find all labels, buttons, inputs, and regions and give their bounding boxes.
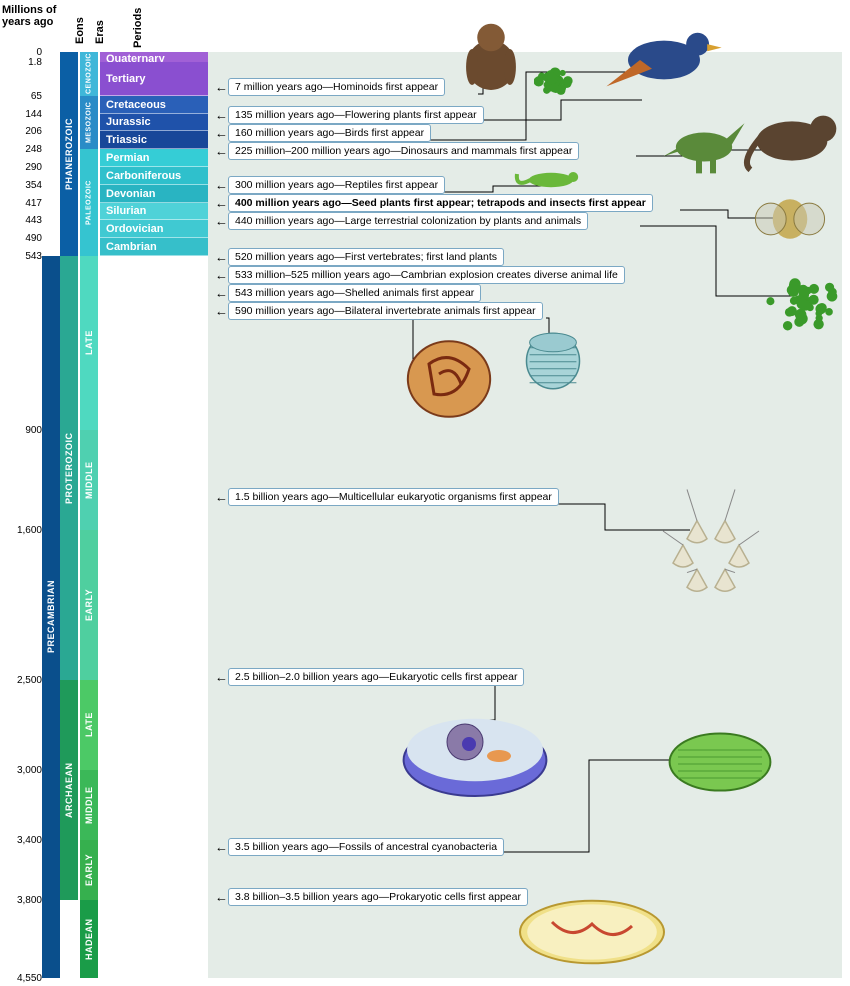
eragroup-proterozoic: PROTEROZOIC — [60, 256, 78, 680]
event-arrow-icon: ← — [215, 840, 228, 855]
event-arrow-icon: ← — [215, 126, 228, 141]
event-3: 225 million–200 million years ago—Dinosa… — [228, 142, 579, 160]
era-early-8: EARLY — [80, 840, 98, 900]
event-4: 300 million years ago—Reptiles first app… — [228, 176, 445, 194]
organism-grass — [534, 62, 574, 100]
era-middle-7: MIDDLE — [80, 770, 98, 840]
period-jurassic: Jurassic — [100, 114, 208, 131]
era-cenozoic-0: CENOZOIC — [80, 52, 98, 96]
organism-mammal — [740, 96, 844, 178]
event-10: 590 million years ago—Bilateral inverteb… — [228, 302, 543, 320]
event-arrow-icon: ← — [215, 250, 228, 265]
tick-206: 206 — [6, 126, 42, 137]
era-mesozoic-1: MESOZOIC — [80, 96, 98, 149]
event-6: 440 million years ago—Large terrestrial … — [228, 212, 588, 230]
era-late-3: LATE — [80, 256, 98, 430]
era-middle-4: MIDDLE — [80, 430, 98, 530]
period-devonian: Devonian — [100, 185, 208, 203]
event-11: 1.5 billion years ago—Multicellular euka… — [228, 488, 559, 506]
period-ordovician: Ordovician — [100, 220, 208, 238]
organism-trilobite — [514, 328, 592, 394]
tick-900: 900 — [6, 425, 42, 436]
event-13: 3.5 billion years ago—Fossils of ancestr… — [228, 838, 504, 856]
event-2: 160 million years ago—Birds first appear… — [228, 124, 431, 142]
period-carboniferous: Carboniferous — [100, 167, 208, 185]
header-eons: Eons — [74, 17, 86, 44]
period-silurian: Silurian — [100, 203, 208, 220]
period-cambrian: Cambrian — [100, 238, 208, 256]
organism-hominoid — [448, 18, 534, 96]
tick-2500: 2,500 — [6, 675, 42, 686]
tick-65: 65 — [6, 91, 42, 102]
tick-1600: 1,600 — [6, 525, 42, 536]
era-hadean-9: HADEAN — [80, 900, 98, 978]
event-arrow-icon: ← — [215, 214, 228, 229]
organism-prokaryote — [502, 886, 682, 978]
tick-144: 144 — [6, 109, 42, 120]
era-late-6: LATE — [80, 680, 98, 770]
organism-eukaryote-cell — [390, 690, 560, 810]
eon-phanerozoic: PHANEROZOIC — [60, 52, 78, 256]
header-mya: Millions of years ago — [2, 4, 62, 28]
event-arrow-icon: ← — [215, 490, 228, 505]
period-cretaceous: Cretaceous — [100, 96, 208, 114]
tick-248: 248 — [6, 144, 42, 155]
event-arrow-icon: ← — [215, 108, 228, 123]
event-5: 400 million years ago—Seed plants first … — [228, 194, 653, 212]
period-tertiary: Tertiary — [100, 62, 208, 96]
tick-417: 417 — [6, 198, 42, 209]
period-triassic: Triassic — [100, 131, 208, 149]
event-arrow-icon: ← — [215, 670, 228, 685]
event-arrow-icon: ← — [215, 890, 228, 905]
tick-290: 290 — [6, 162, 42, 173]
era-paleozoic-2: PALEOZOIC — [80, 149, 98, 256]
organism-multicell — [636, 480, 786, 610]
event-arrow-icon: ← — [215, 268, 228, 283]
tick-490: 490 — [6, 233, 42, 244]
event-14: 3.8 billion–3.5 billion years ago—Prokar… — [228, 888, 528, 906]
organism-dinosaur — [660, 110, 748, 176]
eragroup-archaean: ARCHAEAN — [60, 680, 78, 900]
event-arrow-icon: ← — [215, 80, 228, 95]
event-12: 2.5 billion–2.0 billion years ago—Eukary… — [228, 668, 524, 686]
organism-fossil-shell — [400, 334, 498, 424]
tick-1.8: 1.8 — [6, 57, 42, 68]
tick-543: 543 — [6, 251, 42, 262]
event-8: 533 million–525 million years ago—Cambri… — [228, 266, 625, 284]
event-9: 543 million years ago—Shelled animals fi… — [228, 284, 481, 302]
organism-bird — [604, 16, 724, 104]
era-early-5: EARLY — [80, 530, 98, 680]
tick-3800: 3,800 — [6, 895, 42, 906]
event-0: 7 million years ago—Hominoids first appe… — [228, 78, 445, 96]
eon-precambrian: PRECAMBRIAN — [42, 256, 60, 978]
header-eras: Eras — [94, 20, 106, 44]
event-arrow-icon: ← — [215, 304, 228, 319]
event-7: 520 million years ago—First vertebrates;… — [228, 248, 504, 266]
tick-3000: 3,000 — [6, 765, 42, 776]
period-permian: Permian — [100, 149, 208, 167]
organism-green-cell — [660, 720, 780, 804]
event-arrow-icon: ← — [215, 196, 228, 211]
tick-3400: 3,400 — [6, 835, 42, 846]
event-arrow-icon: ← — [215, 144, 228, 159]
header-periods: Periods — [132, 8, 144, 48]
tick-354: 354 — [6, 180, 42, 191]
tick-443: 443 — [6, 215, 42, 226]
organism-insect — [742, 186, 838, 252]
organism-moss — [756, 268, 848, 338]
event-arrow-icon: ← — [215, 286, 228, 301]
event-arrow-icon: ← — [215, 178, 228, 193]
event-1: 135 million years ago—Flowering plants f… — [228, 106, 484, 124]
tick-4550: 4,550 — [6, 973, 42, 984]
